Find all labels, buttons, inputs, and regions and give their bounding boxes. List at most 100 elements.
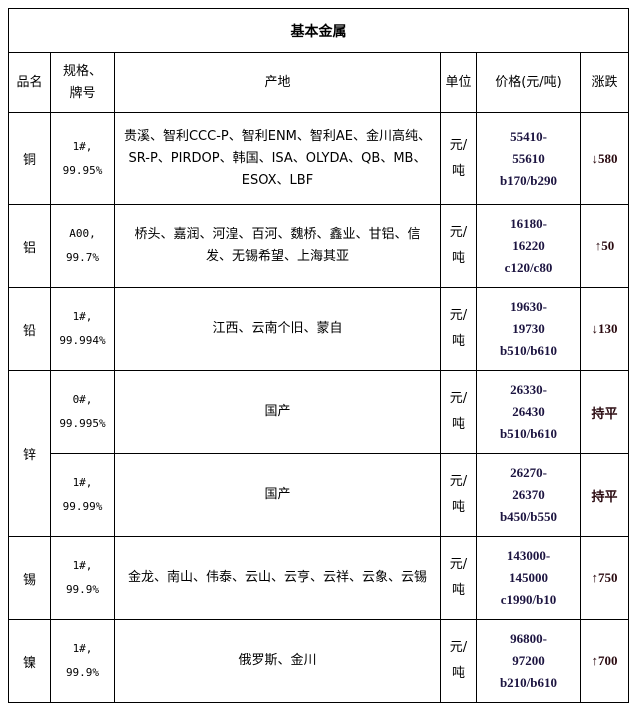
spec-purity: 99.994% bbox=[59, 334, 106, 347]
price-high: 26370 bbox=[512, 487, 545, 502]
price-low: 16180- bbox=[510, 216, 547, 231]
spec-cell: 1#, 99.95% bbox=[50, 112, 115, 205]
table-row: 锌 0#, 99.995% 国产 元/吨 26330- 26430 b510/b610 持平 bbox=[8, 370, 629, 537]
spec-cell: 1#, 99.994% bbox=[50, 287, 115, 371]
price-cell: 143000- 145000 c1990/b10 bbox=[476, 536, 581, 620]
unit-line2: 吨 bbox=[451, 163, 465, 179]
origin-cell: 国产 bbox=[114, 453, 441, 537]
origin-cell: 国产 bbox=[114, 370, 441, 454]
origin-cell: 俄罗斯、金川 bbox=[114, 619, 441, 703]
table-row: 铝 A00, 99.7% 桥头、嘉润、河湟、百河、魏桥、鑫业、甘铝、信发、无锡希望、上… bbox=[8, 204, 629, 288]
spec-grade: 1#, bbox=[72, 559, 93, 572]
price-cell: 55410- 55610 b170/b290 bbox=[476, 112, 581, 205]
unit-line1: 元/ bbox=[449, 225, 468, 240]
price-premium: b170/b290 bbox=[499, 172, 558, 188]
unit-cell: 元/吨 bbox=[440, 453, 477, 537]
price-high: 145000 bbox=[509, 570, 548, 585]
table-row: 铜 1#, 99.95% 贵溪、智利CCC-P、智利ENM、智利AE、金川高纯、SR-… bbox=[8, 112, 629, 205]
unit-line2: 吨 bbox=[451, 583, 465, 598]
spec-cell: 1#, 99.9% bbox=[50, 536, 115, 620]
price-premium: b510/b610 bbox=[499, 343, 558, 358]
header-spec: 规格、牌号 bbox=[50, 52, 115, 113]
price-cell: 16180- 16220 c120/c80 bbox=[476, 204, 581, 288]
spec-purity: 99.995% bbox=[59, 417, 106, 430]
price-low: 26270- bbox=[510, 465, 547, 480]
price-premium: c1990/b10 bbox=[500, 592, 557, 607]
unit-line2: 吨 bbox=[451, 417, 465, 432]
metal-name: 锌 bbox=[8, 370, 51, 537]
header-row: 品名 规格、牌号 产地 单位 价格(元/吨) 涨跌 bbox=[8, 52, 629, 113]
spec-grade: 1#, bbox=[72, 310, 93, 323]
spec-purity: 99.7% bbox=[65, 251, 100, 264]
price-premium: b210/b610 bbox=[499, 675, 558, 690]
change-cell: ↓580 bbox=[580, 112, 629, 205]
price-high: 97200 bbox=[512, 653, 545, 668]
metal-name: 铝 bbox=[8, 204, 51, 288]
spec-grade: 1#, bbox=[72, 139, 93, 153]
price-premium: b450/b550 bbox=[499, 509, 558, 524]
unit-line2: 吨 bbox=[451, 500, 465, 515]
change-cell: ↓130 bbox=[580, 287, 629, 371]
unit-cell: 元/吨 bbox=[440, 112, 477, 205]
metal-name: 锡 bbox=[8, 536, 51, 620]
spec-purity: 99.95% bbox=[62, 163, 103, 177]
header-price: 价格(元/吨) bbox=[476, 52, 581, 113]
price-premium: c120/c80 bbox=[504, 260, 553, 275]
unit-line1: 元/ bbox=[449, 391, 468, 406]
spec-cell: A00, 99.7% bbox=[50, 204, 115, 288]
unit-line2: 吨 bbox=[451, 251, 465, 266]
unit-line2: 吨 bbox=[451, 666, 465, 681]
unit-line1: 元/ bbox=[449, 308, 468, 323]
table-row: 铅 1#, 99.994% 江西、云南个旧、蒙自 元/吨 19630- 19730 b510/… bbox=[8, 287, 629, 371]
unit-cell: 元/吨 bbox=[440, 287, 477, 371]
price-low: 55410- bbox=[510, 128, 547, 144]
unit-line1: 元/ bbox=[449, 137, 468, 153]
price-low: 19630- bbox=[510, 299, 547, 314]
spec-cell: 1#, 99.9% bbox=[50, 619, 115, 703]
origin-cell: 贵溪、智利CCC-P、智利ENM、智利AE、金川高纯、SR-P、PIRDOP、韩… bbox=[114, 112, 441, 205]
unit-cell: 元/吨 bbox=[440, 204, 477, 288]
change-cell: 持平 bbox=[580, 370, 629, 454]
unit-line2: 吨 bbox=[451, 334, 465, 349]
price-high: 19730 bbox=[512, 321, 545, 336]
price-high: 26430 bbox=[512, 404, 545, 419]
metal-name: 铅 bbox=[8, 287, 51, 371]
metal-name: 镍 bbox=[8, 619, 51, 703]
unit-cell: 元/吨 bbox=[440, 370, 477, 454]
header-name: 品名 bbox=[8, 52, 51, 113]
price-cell: 96800- 97200 b210/b610 bbox=[476, 619, 581, 703]
unit-cell: 元/吨 bbox=[440, 536, 477, 620]
unit-line1: 元/ bbox=[449, 474, 468, 489]
base-metals-table: 基本金属 品名 规格、牌号 产地 单位 价格(元/吨) 涨跌 铜 1#, 99.95… bbox=[8, 8, 629, 703]
price-premium: b510/b610 bbox=[499, 426, 558, 441]
spec-grade: 1#, bbox=[72, 642, 93, 655]
spec-grade: A00, bbox=[69, 227, 96, 240]
price-high: 16220 bbox=[512, 238, 545, 253]
spec-cell: 0#, 99.995% bbox=[50, 370, 115, 454]
price-cell: 26330- 26430 b510/b610 bbox=[476, 370, 581, 454]
origin-cell: 江西、云南个旧、蒙自 bbox=[114, 287, 441, 371]
spec-purity: 99.9% bbox=[65, 583, 100, 596]
table-row: 镍 1#, 99.9% 俄罗斯、金川 元/吨 96800- 97200 b210/b610 ↑7… bbox=[8, 619, 629, 703]
price-low: 96800- bbox=[510, 631, 547, 646]
price-low: 143000- bbox=[506, 548, 551, 563]
spec-grade: 0#, bbox=[72, 393, 93, 406]
origin-cell: 金龙、南山、伟泰、云山、云亨、云祥、云象、云锡 bbox=[114, 536, 441, 620]
origin-cell: 桥头、嘉润、河湟、百河、魏桥、鑫业、甘铝、信发、无锡希望、上海其亚 bbox=[114, 204, 441, 288]
change-cell: ↑750 bbox=[580, 536, 629, 620]
spec-cell: 1#, 99.99% bbox=[50, 453, 115, 537]
change-cell: ↑50 bbox=[580, 204, 629, 288]
table-title: 基本金属 bbox=[8, 8, 629, 53]
unit-line1: 元/ bbox=[449, 557, 468, 572]
header-unit: 单位 bbox=[440, 52, 477, 113]
change-cell: ↑700 bbox=[580, 619, 629, 703]
price-low: 26330- bbox=[510, 382, 547, 397]
unit-cell: 元/吨 bbox=[440, 619, 477, 703]
price-cell: 19630- 19730 b510/b610 bbox=[476, 287, 581, 371]
table-row: 1#, 99.99% 国产 元/吨 26270- 26370 b450/b550 持平 bbox=[9, 453, 629, 537]
unit-line1: 元/ bbox=[449, 640, 468, 655]
header-origin: 产地 bbox=[114, 52, 441, 113]
table-row: 锡 1#, 99.9% 金龙、南山、伟泰、云山、云亨、云祥、云象、云锡 元/吨 14300… bbox=[8, 536, 629, 620]
change-cell: 持平 bbox=[580, 453, 629, 537]
metal-name: 铜 bbox=[8, 112, 51, 205]
